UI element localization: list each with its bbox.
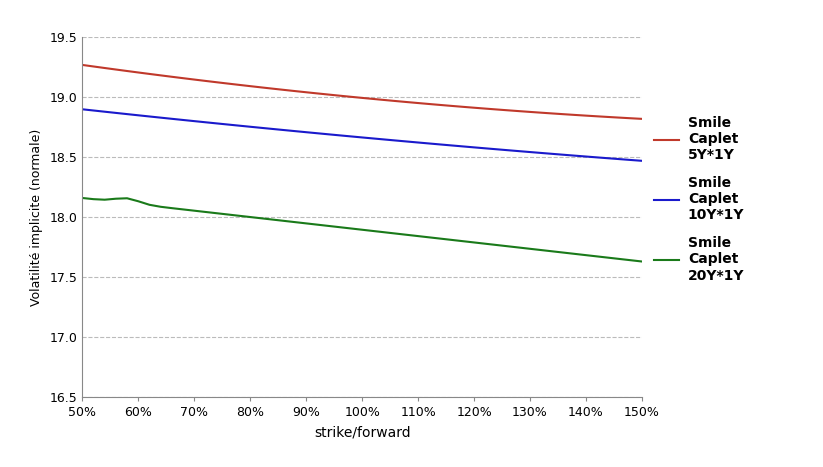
X-axis label: strike/forward: strike/forward <box>314 426 411 440</box>
Legend: Smile
Caplet
5Y*1Y, Smile
Caplet
10Y*1Y, Smile
Caplet
20Y*1Y: Smile Caplet 5Y*1Y, Smile Caplet 10Y*1Y,… <box>649 110 750 288</box>
Y-axis label: Volatilité implicite (normale): Volatilité implicite (normale) <box>30 128 43 306</box>
